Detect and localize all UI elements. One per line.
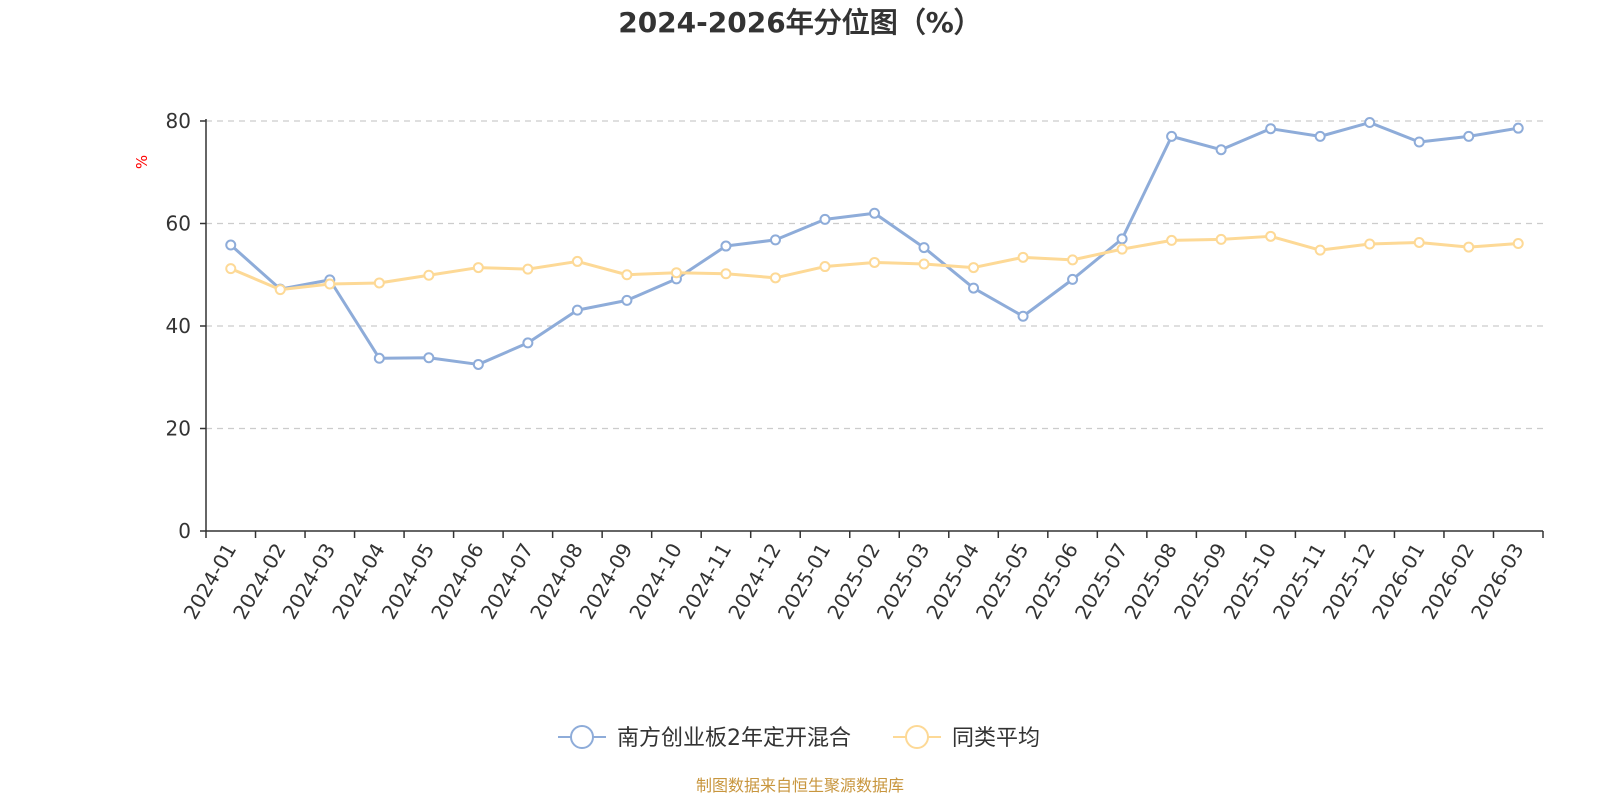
series-2-point (324, 278, 336, 290)
series-1-point (1116, 233, 1128, 245)
series-line-1 (229, 121, 1519, 366)
series-2-point (769, 272, 781, 284)
series-2-point (819, 261, 831, 273)
series-1-point (225, 239, 237, 251)
series-2-point (670, 267, 682, 279)
series-2-point (1364, 238, 1376, 250)
series-1-point (1512, 122, 1524, 134)
series-2-point (1463, 241, 1475, 253)
series-1-point (1463, 130, 1475, 142)
y-tick-label: 0 (178, 519, 191, 543)
series-1-point (1413, 136, 1425, 148)
series-2-point (621, 269, 633, 281)
series-2-point (1017, 251, 1029, 263)
series-2-point (373, 277, 385, 289)
series-2-point (1116, 243, 1128, 255)
series-2-point (1215, 233, 1227, 245)
y-tick-label: 60 (166, 212, 191, 236)
series-1-point (472, 358, 484, 370)
series-1-point (1017, 310, 1029, 322)
y-tick-label: 80 (166, 109, 191, 133)
series-1-point (869, 207, 880, 219)
series-2-point (1314, 244, 1326, 256)
legend[interactable]: 南方创业板2年定开混合 同类平均 (558, 725, 1040, 751)
series-1-point (968, 282, 980, 294)
series-1-point (423, 352, 435, 364)
y-tick-label: 20 (166, 417, 191, 441)
legend-circle-icon (905, 725, 929, 749)
series-2-point (472, 262, 484, 274)
series-1-point (571, 304, 583, 316)
axis-layer: 0204060802024-012024-022024-032024-04202… (166, 109, 1544, 623)
series-1-point (1215, 144, 1227, 156)
series-2-point (1067, 254, 1079, 266)
series-1-point (918, 242, 930, 254)
y-tick-label: 40 (166, 314, 191, 338)
data-source-note: 制图数据来自恒生聚源数据库 (696, 776, 904, 795)
series-2-point (918, 258, 930, 270)
series-2-point (1512, 237, 1524, 249)
legend-label: 南方创业板2年定开混合 (617, 726, 851, 751)
series-2-point (1166, 234, 1178, 246)
series-1-point (1166, 130, 1178, 142)
series-1-point (1067, 273, 1079, 285)
series-1-point (1364, 117, 1376, 129)
legend-label: 同类平均 (952, 726, 1040, 751)
series-2-point (522, 263, 534, 275)
series-layer (225, 117, 1524, 370)
series-2-point (720, 268, 732, 280)
chart-title: 2024-2026年分位图（%） (618, 6, 982, 39)
series-2-point (1413, 236, 1425, 248)
series-1-point (769, 234, 781, 246)
series-1-point (1314, 130, 1326, 142)
legend-circle-icon (570, 725, 594, 749)
legend-item-2[interactable]: 同类平均 (893, 725, 1040, 751)
series-1-point (621, 294, 633, 306)
series-2-point (423, 269, 435, 281)
series-2-point (869, 256, 880, 268)
series-2-point (968, 262, 980, 274)
y-axis-unit-label: % (133, 155, 151, 169)
series-2-point (225, 263, 237, 275)
series-1-point (720, 240, 732, 252)
series-1-point (522, 337, 534, 349)
series-2-point (1265, 230, 1277, 242)
grid-layer (206, 120, 1543, 430)
series-1-point (373, 352, 385, 364)
legend-item-1[interactable]: 南方创业板2年定开混合 (558, 725, 851, 751)
series-1-point (1265, 123, 1277, 135)
series-2-point (274, 284, 286, 296)
series-2-point (571, 255, 583, 267)
series-1-point (819, 213, 831, 225)
